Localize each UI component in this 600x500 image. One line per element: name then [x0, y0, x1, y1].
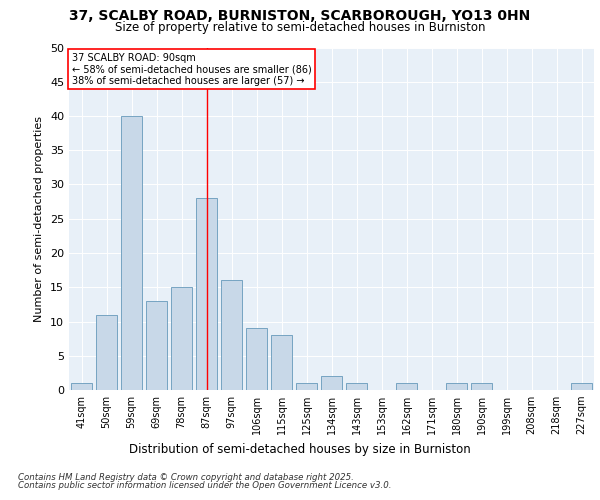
Y-axis label: Number of semi-detached properties: Number of semi-detached properties: [34, 116, 44, 322]
Text: Distribution of semi-detached houses by size in Burniston: Distribution of semi-detached houses by …: [129, 442, 471, 456]
Bar: [246, 328, 267, 390]
Bar: [346, 383, 367, 390]
Text: Contains public sector information licensed under the Open Government Licence v3: Contains public sector information licen…: [18, 481, 392, 490]
Text: 37, SCALBY ROAD, BURNISTON, SCARBOROUGH, YO13 0HN: 37, SCALBY ROAD, BURNISTON, SCARBOROUGH,…: [70, 9, 530, 23]
Bar: [296, 383, 317, 390]
Text: Size of property relative to semi-detached houses in Burniston: Size of property relative to semi-detach…: [115, 21, 485, 34]
Text: 37 SCALBY ROAD: 90sqm
← 58% of semi-detached houses are smaller (86)
38% of semi: 37 SCALBY ROAD: 90sqm ← 58% of semi-deta…: [71, 52, 311, 86]
Bar: [196, 198, 217, 390]
Text: Contains HM Land Registry data © Crown copyright and database right 2025.: Contains HM Land Registry data © Crown c…: [18, 472, 354, 482]
Bar: [571, 383, 592, 390]
Bar: [321, 376, 342, 390]
Bar: [146, 301, 167, 390]
Bar: [446, 383, 467, 390]
Bar: [471, 383, 492, 390]
Bar: [221, 280, 242, 390]
Bar: [271, 335, 292, 390]
Bar: [71, 383, 92, 390]
Bar: [396, 383, 417, 390]
Bar: [121, 116, 142, 390]
Bar: [171, 287, 192, 390]
Bar: [96, 314, 117, 390]
